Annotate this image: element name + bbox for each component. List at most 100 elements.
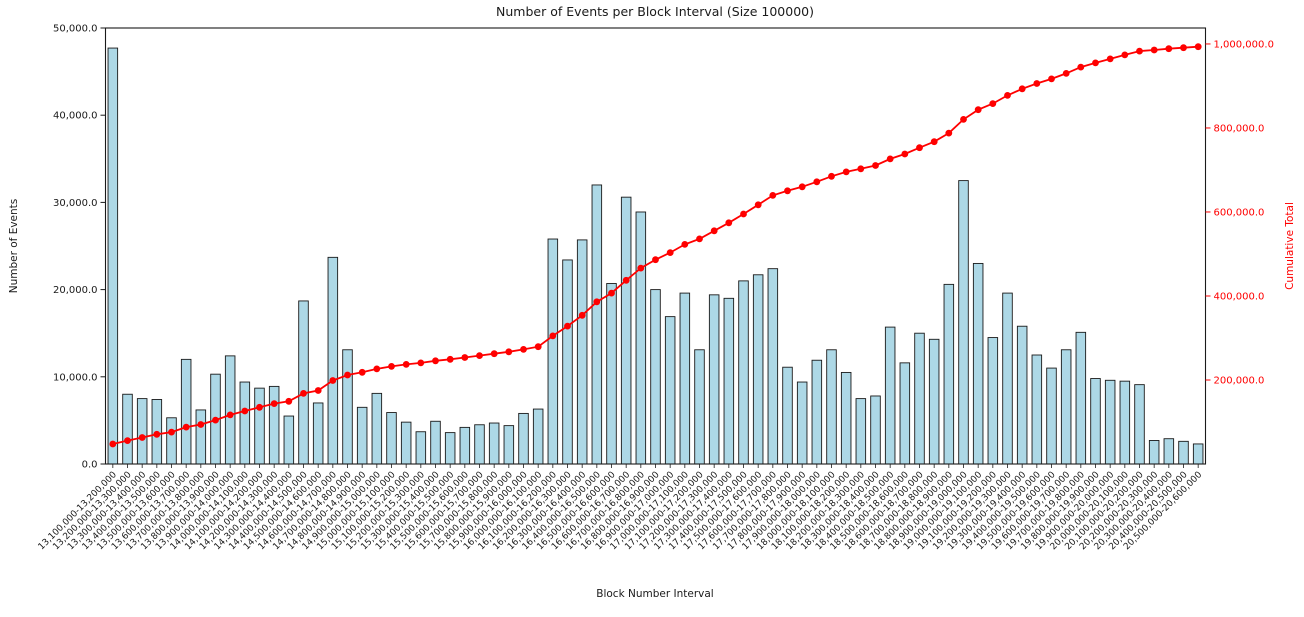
bar [884, 326, 896, 465]
cumulative-marker [622, 276, 630, 284]
y2-axis-label: Cumulative Total [1284, 202, 1296, 290]
bar [298, 300, 309, 465]
bar [312, 402, 324, 465]
bar [870, 395, 881, 465]
bar [327, 256, 339, 465]
cumulative-marker [344, 371, 351, 379]
cumulative-marker [314, 387, 322, 394]
bar [386, 412, 397, 465]
cumulative-marker [916, 144, 923, 152]
bar [547, 238, 559, 465]
bar [1178, 440, 1189, 465]
bar [430, 420, 441, 465]
cumulative-marker [505, 348, 513, 356]
bar [562, 259, 573, 465]
cumulative-marker [857, 165, 865, 173]
x-axis-label: Block Number Interval [596, 588, 713, 600]
bar [1090, 378, 1101, 465]
bar [474, 424, 485, 465]
bar [782, 366, 793, 465]
bar [459, 426, 471, 465]
cumulative-marker [212, 416, 219, 424]
bar [591, 184, 603, 465]
bar [488, 422, 500, 465]
bar [532, 408, 544, 465]
bar [1002, 292, 1013, 465]
cumulative-marker [1004, 92, 1011, 99]
cumulative-marker [1062, 70, 1070, 77]
y2-tick-label: 600,000.0 [1214, 207, 1265, 218]
cumulative-marker [696, 235, 703, 243]
cumulative-marker [153, 430, 161, 438]
cumulative-marker [1033, 80, 1041, 87]
bar [1031, 354, 1043, 465]
plot-area: 0.0 10,000.0 20,000.0 30,000.0 40,000.0 50,00… [37, 24, 1274, 553]
bar [415, 431, 427, 465]
cumulative-marker [373, 365, 381, 373]
y-tick-label: 40,000.0 [53, 111, 98, 122]
y2-tick-label: 1,000,000.0 [1214, 39, 1274, 50]
cumulative-marker [564, 322, 571, 330]
cumulative-marker [402, 361, 410, 368]
bar [342, 349, 353, 465]
cumulative-marker [740, 210, 747, 218]
cumulative-marker [872, 162, 879, 169]
bar [180, 358, 192, 465]
cumulative-marker [109, 440, 117, 448]
cumulative-marker [168, 428, 175, 436]
cumulative-marker [710, 227, 718, 235]
bar [606, 283, 617, 465]
bar [620, 196, 632, 465]
cumulative-marker [197, 421, 205, 428]
cumulative-marker [417, 359, 425, 367]
bar [796, 381, 808, 465]
bar [1119, 380, 1131, 465]
bar [650, 289, 661, 465]
bar [371, 392, 383, 465]
cumulative-marker [652, 256, 659, 264]
cumulative-marker [1018, 85, 1026, 93]
cumulative-marker [930, 138, 938, 146]
bar [1192, 443, 1204, 465]
bar [254, 387, 265, 465]
bar [1060, 349, 1072, 465]
cumulative-marker [446, 355, 454, 363]
cumulative-marker [901, 150, 909, 158]
cumulative-marker [608, 289, 615, 297]
cumulative-marker [1165, 45, 1173, 53]
bar [224, 355, 236, 465]
cumulative-marker [329, 377, 337, 384]
cumulative-marker [593, 298, 601, 306]
bar [943, 283, 955, 465]
bar [767, 268, 779, 465]
bar [664, 316, 676, 465]
cumulative-marker [300, 390, 307, 397]
y-tick-label: 30,000.0 [53, 198, 98, 209]
bar [1075, 331, 1087, 465]
cumulative-marker [1077, 63, 1085, 71]
cumulative-marker [1106, 55, 1114, 63]
cumulative-marker [813, 178, 821, 186]
bar [166, 417, 177, 465]
cumulative-marker [798, 183, 806, 191]
y-tick-label: 0.0 [82, 460, 98, 471]
bar [752, 274, 764, 465]
y-tick-label: 10,000.0 [53, 372, 98, 383]
cumulative-marker [828, 172, 835, 180]
cumulative-marker [725, 219, 733, 227]
bar [840, 371, 852, 465]
y-tick-label: 20,000.0 [53, 285, 98, 296]
bar [576, 239, 588, 465]
bar [1163, 438, 1175, 465]
cumulative-marker [490, 350, 498, 358]
bar [723, 297, 735, 465]
cumulative-marker [960, 116, 967, 123]
cumulative-marker [388, 363, 395, 370]
bar [826, 349, 837, 465]
cumulative-marker [666, 249, 674, 256]
cumulative-marker [124, 437, 131, 444]
cumulative-marker [432, 357, 439, 365]
cumulative-marker [226, 411, 234, 419]
cumulative-marker [754, 201, 762, 209]
bar [987, 337, 999, 465]
